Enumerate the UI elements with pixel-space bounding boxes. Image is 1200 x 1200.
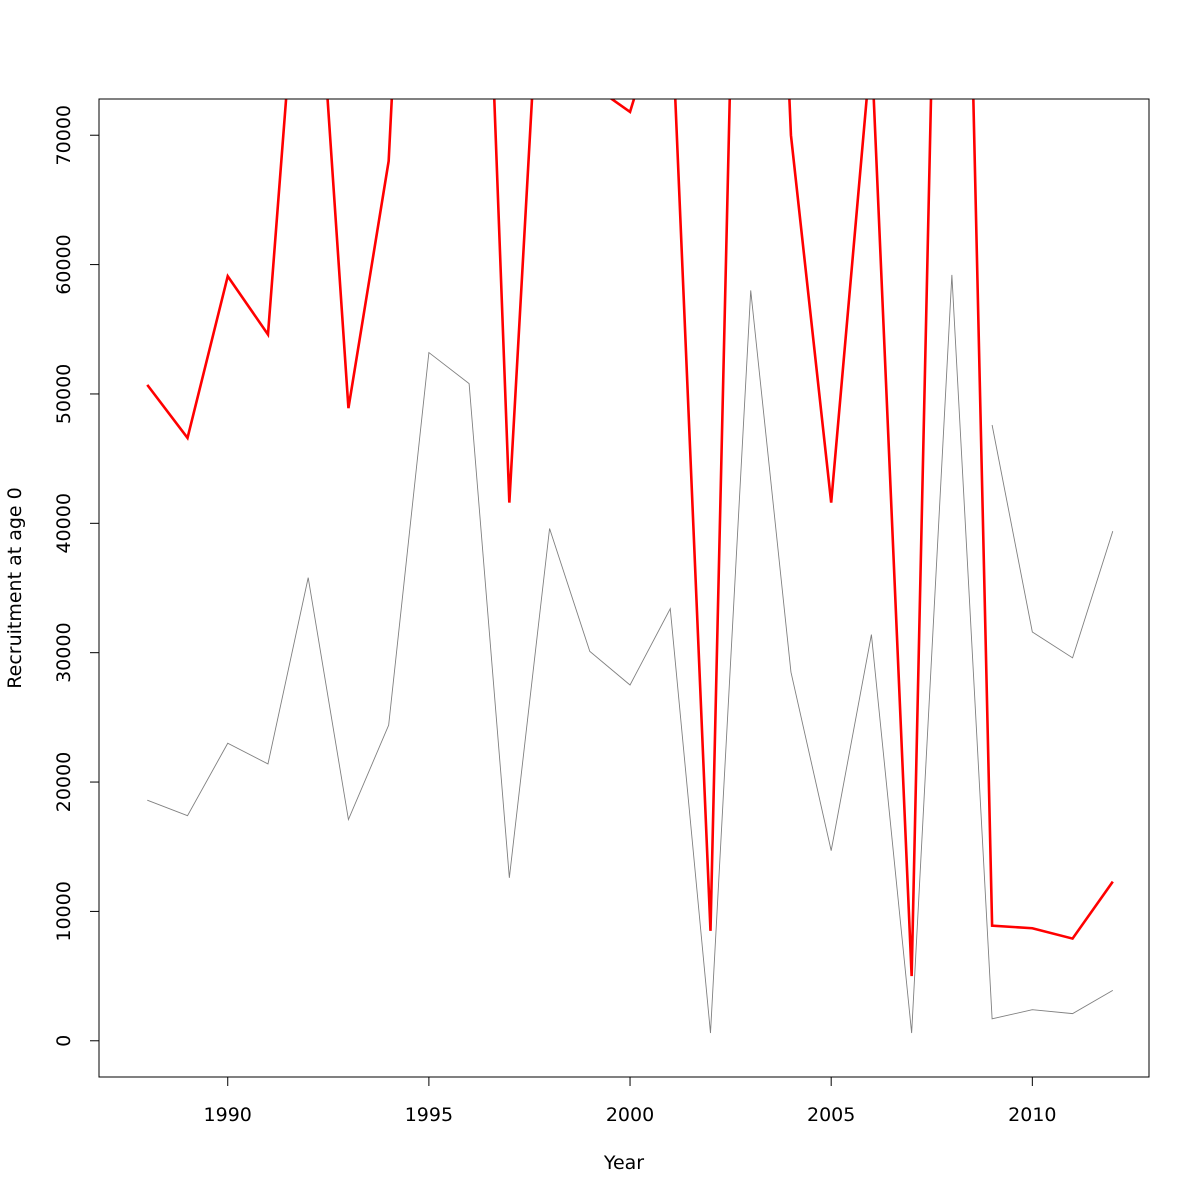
series-line-2 xyxy=(991,424,1114,659)
series-line-1 xyxy=(147,274,1114,1034)
plot-frame xyxy=(98,98,1150,1078)
x-tick-label: 1995 xyxy=(405,1104,453,1126)
series-layer xyxy=(146,99,1114,1034)
series-line-3 xyxy=(146,99,1114,977)
x-tick-label: 2005 xyxy=(807,1104,855,1126)
x-tick-label: 1990 xyxy=(204,1104,252,1126)
x-axis: 1990 1995 2000 2005 2010 xyxy=(204,1076,1057,1126)
y-tick-label: 70000 xyxy=(53,105,75,165)
y-tick-label: 10000 xyxy=(53,881,75,941)
y-tick-label: 50000 xyxy=(53,364,75,424)
y-tick-label: 30000 xyxy=(53,622,75,682)
y-tick-label: 60000 xyxy=(53,234,75,294)
x-axis-title: Year xyxy=(603,1152,644,1174)
y-tick-label: 20000 xyxy=(53,752,75,812)
y-tick-label: 40000 xyxy=(53,493,75,553)
y-tick-label: 0 xyxy=(53,1035,75,1047)
x-tick-label: 2010 xyxy=(1008,1104,1056,1126)
y-axis: 0 10000 20000 30000 40000 50000 60000 70000 xyxy=(53,105,100,1047)
y-axis-title: Recruitment at age 0 xyxy=(4,487,26,688)
x-tick-label: 2000 xyxy=(606,1104,654,1126)
